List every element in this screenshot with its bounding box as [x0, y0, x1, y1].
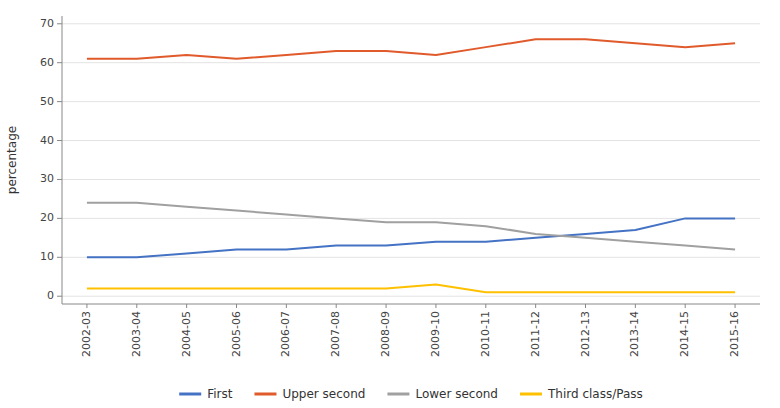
legend-swatch	[520, 393, 542, 396]
series-line	[87, 203, 735, 250]
grid-line	[62, 23, 760, 24]
x-tick-label: 2015-16	[728, 311, 741, 357]
x-tick-label: 2010-11	[479, 311, 492, 357]
grid-line	[62, 218, 760, 219]
y-tick	[57, 62, 62, 63]
y-tick	[57, 23, 62, 24]
x-tick-label: 2004-05	[180, 311, 193, 357]
chart: 010203040506070percentage2002-032003-042…	[0, 0, 780, 408]
lines	[87, 39, 735, 292]
y-tick-label: 60	[40, 56, 54, 69]
legend-item: Upper second	[254, 387, 365, 401]
x-tick	[236, 304, 237, 308]
y-tick	[57, 218, 62, 219]
x-ticks: 2002-03 2003-04 2004-05 2005-06 2006-07 2007-…	[80, 304, 741, 357]
legend-item: Lower second	[387, 387, 498, 401]
grid-line	[62, 179, 760, 180]
x-tick	[86, 304, 87, 308]
x-tick-label: 2008-09	[379, 311, 392, 357]
x-tick-label: 2011-12	[529, 311, 542, 357]
x-tick-label: 2003-04	[130, 311, 143, 357]
x-tick	[635, 304, 636, 308]
grid-line	[62, 296, 760, 297]
series-line	[87, 39, 735, 58]
x-tick	[585, 304, 586, 308]
y-tick-label: 20	[40, 211, 54, 224]
y-tick-label: 30	[40, 172, 54, 185]
legend-swatch	[179, 393, 201, 396]
legend-swatch	[387, 393, 409, 396]
x-tick	[435, 304, 436, 308]
y-tick	[57, 179, 62, 180]
legend: First Upper second Lower second Third class…	[179, 387, 643, 401]
y-axis-line	[62, 16, 63, 304]
grid-line	[62, 62, 760, 63]
legend-swatch	[254, 393, 276, 396]
y-tick	[57, 101, 62, 102]
y-tick-label: 50	[40, 95, 54, 108]
legend-label: First	[207, 387, 233, 401]
x-tick-label: 2006-07	[279, 311, 292, 357]
y-tick	[57, 296, 62, 297]
y-grid: 0 10 20 30 40 50 60 70	[40, 17, 760, 302]
grid-line	[62, 140, 760, 141]
x-tick	[336, 304, 337, 308]
x-tick	[535, 304, 536, 308]
y-tick-label: 40	[40, 134, 54, 147]
y-axis-label: percentage	[5, 126, 19, 194]
x-tick-label: 2007-08	[329, 311, 342, 357]
x-tick-label: 2013-14	[628, 311, 641, 357]
series-line	[87, 218, 735, 257]
legend-label: Lower second	[415, 387, 498, 401]
x-tick-label: 2005-06	[230, 311, 243, 357]
x-tick	[685, 304, 686, 308]
legend-label: Third class/Pass	[547, 387, 643, 401]
y-tick-label: 0	[47, 289, 54, 302]
legend-label: Upper second	[282, 387, 365, 401]
x-tick-label: 2014-15	[678, 311, 691, 357]
x-tick-label: 2002-03	[80, 311, 93, 357]
x-tick	[735, 304, 736, 308]
x-tick	[386, 304, 387, 308]
x-axis-line	[62, 304, 760, 305]
y-tick	[57, 140, 62, 141]
x-tick-label: 2012-13	[579, 311, 592, 357]
legend-item: Third class/Pass	[520, 387, 643, 401]
grid-line	[62, 101, 760, 102]
x-tick-label: 2009-10	[429, 311, 442, 357]
y-tick	[57, 257, 62, 258]
legend-item: First	[179, 387, 233, 401]
x-tick	[136, 304, 137, 308]
y-tick-label: 10	[40, 250, 54, 263]
x-tick	[286, 304, 287, 308]
series-line	[87, 285, 735, 293]
grid-line	[62, 257, 760, 258]
y-tick-label: 70	[40, 17, 54, 30]
x-tick	[485, 304, 486, 308]
x-tick	[186, 304, 187, 308]
